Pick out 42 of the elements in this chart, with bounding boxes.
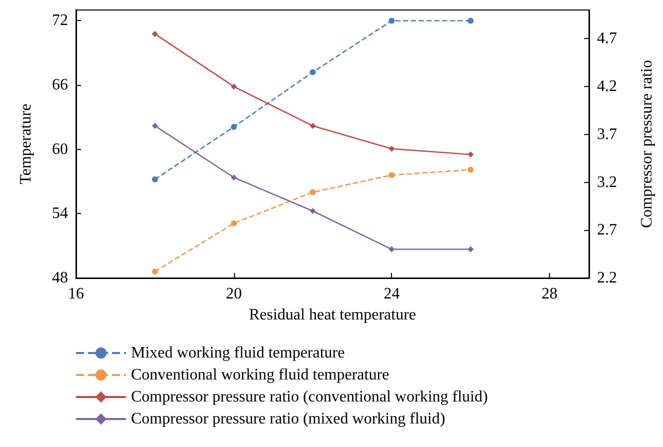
point — [152, 30, 158, 37]
point — [468, 152, 474, 158]
point — [310, 189, 316, 196]
y-tick-label: 72 — [52, 12, 68, 30]
point — [468, 18, 474, 24]
y-axis-title: Temperature — [18, 104, 34, 184]
x-tick-label: 24 — [384, 286, 400, 302]
legend-label: Conventional working fluid temperature — [131, 366, 390, 384]
y2-axis-title: Compressor pressure ratio — [638, 60, 656, 228]
y2-tick-label: 3.2 — [597, 174, 617, 191]
y2-tick-label: 4.7 — [597, 30, 617, 48]
point — [310, 208, 316, 214]
legend-label: Mixed working fluid temperature — [131, 344, 345, 362]
legend-label: Compressor pressure ratio (conventional working fluid) — [131, 388, 488, 406]
point — [152, 122, 158, 129]
point — [388, 18, 395, 24]
point — [310, 122, 316, 129]
y-tick-label: 48 — [52, 270, 68, 286]
point — [468, 246, 474, 252]
point — [468, 166, 474, 173]
y-tick-label: 60 — [52, 140, 68, 158]
legend-label: Compressor pressure ratio (mixed working fluid) — [131, 410, 446, 428]
y2-tick-label: 3.7 — [597, 126, 617, 143]
y2-tick-label: 4.2 — [597, 78, 617, 96]
point — [230, 174, 237, 180]
y-tick-label: 54 — [52, 205, 68, 222]
point — [230, 84, 237, 90]
x-tick-label: 16 — [68, 286, 84, 302]
point — [310, 69, 316, 76]
point — [388, 146, 395, 152]
point — [152, 176, 158, 182]
y2-tick-label: 2.2 — [597, 270, 617, 286]
x-axis-title: Residual heat temperature — [248, 306, 416, 324]
point — [388, 246, 395, 252]
point — [388, 172, 395, 178]
x-tick-label: 20 — [226, 286, 242, 302]
point — [230, 124, 237, 130]
x-tick-label: 28 — [542, 286, 558, 302]
point — [230, 220, 237, 226]
y-tick-label: 66 — [52, 76, 68, 94]
y2-tick-label: 2.7 — [597, 222, 617, 239]
point — [152, 268, 158, 275]
